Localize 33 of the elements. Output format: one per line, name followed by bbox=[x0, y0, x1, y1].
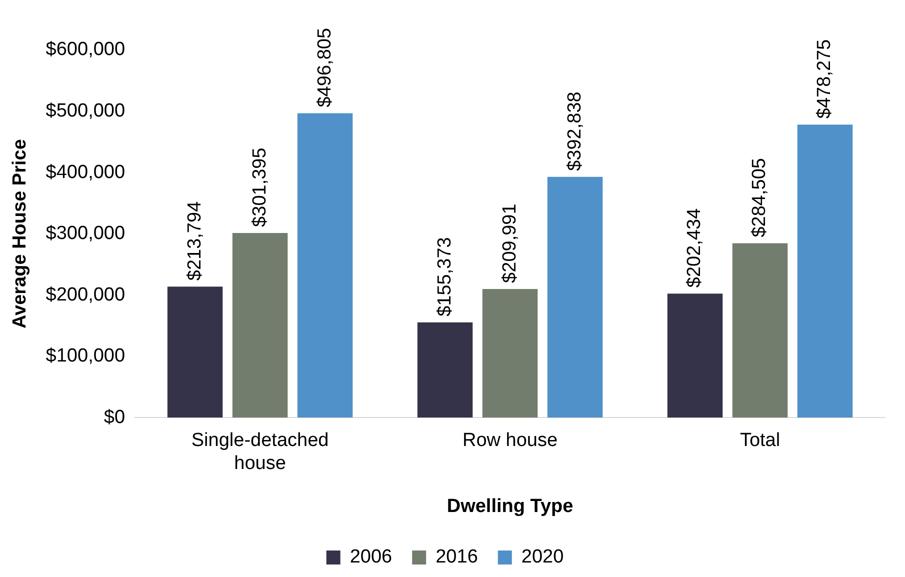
data-label: $284,505 bbox=[749, 158, 770, 238]
data-label: $478,275 bbox=[814, 39, 836, 119]
y-tick-label: $600,000 bbox=[46, 39, 126, 60]
data-label: $209,991 bbox=[499, 204, 520, 283]
x-tick-label: Single-detached house bbox=[191, 430, 329, 474]
y-tick-label: $300,000 bbox=[46, 223, 126, 244]
data-label: $301,395 bbox=[249, 148, 270, 227]
bar bbox=[732, 243, 788, 418]
data-label: $155,373 bbox=[434, 237, 456, 316]
y-tick-label: $400,000 bbox=[46, 162, 126, 183]
x-axis-title: Dwelling Type bbox=[446, 496, 574, 517]
y-tick-label: $0 bbox=[104, 406, 126, 428]
data-label: $496,805 bbox=[314, 28, 336, 108]
y-tick-label: $200,000 bbox=[46, 284, 126, 306]
legend-label: 2020 bbox=[521, 546, 564, 568]
data-label: $392,838 bbox=[564, 92, 586, 171]
bar bbox=[547, 176, 603, 418]
x-tick-label: Row house bbox=[462, 430, 558, 452]
y-tick-label: $500,000 bbox=[46, 100, 126, 122]
y-axis-title: Average House Price bbox=[10, 139, 31, 328]
bar bbox=[417, 322, 473, 418]
y-tick-label: $100,000 bbox=[46, 346, 126, 367]
bar bbox=[167, 286, 223, 418]
bar bbox=[667, 294, 723, 418]
x-tick-label: Total bbox=[740, 430, 780, 452]
legend-label: 2016 bbox=[436, 546, 478, 568]
bar bbox=[797, 124, 853, 418]
bar bbox=[232, 232, 288, 418]
data-label: $202,434 bbox=[684, 208, 706, 288]
data-label: $213,794 bbox=[184, 200, 206, 281]
bar bbox=[297, 113, 353, 418]
legend-label: 2006 bbox=[350, 546, 392, 568]
bar bbox=[482, 288, 538, 418]
